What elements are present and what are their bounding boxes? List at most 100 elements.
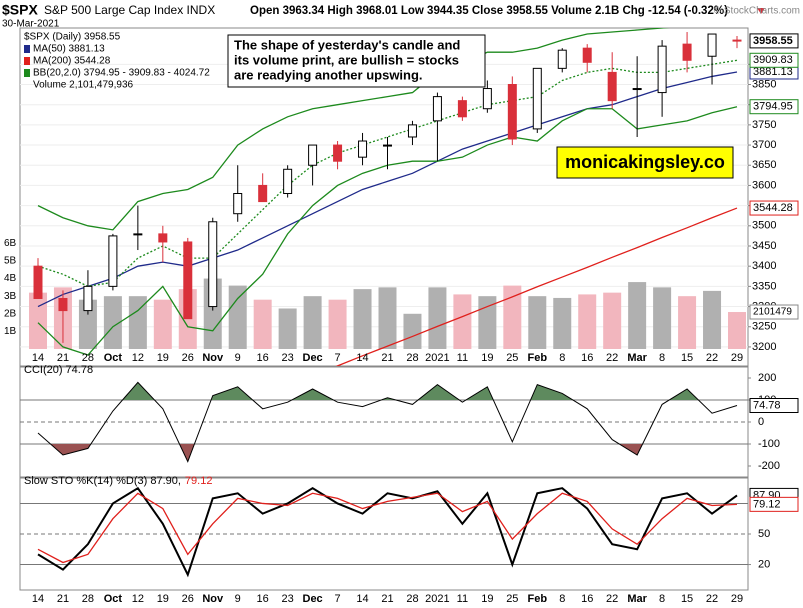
x-tick-label: 29	[731, 352, 743, 364]
legend-entry: Volume 2,101,479,936	[33, 80, 134, 91]
y-tick-label: 3450	[752, 240, 776, 252]
tag-box	[749, 200, 799, 216]
volume-bar	[403, 313, 422, 349]
value-tag: 3958.55	[753, 35, 793, 47]
x-tick-label: 22	[606, 593, 618, 605]
panel-title-text: CCI(20) 74.78	[24, 364, 93, 376]
x-tick-label: 28	[82, 352, 94, 364]
candle-body	[358, 140, 368, 158]
price-panel	[19, 27, 749, 367]
x-tick-label: 2021	[425, 352, 449, 364]
x-tick-label: 28	[406, 593, 418, 605]
x-tick-label: 11	[457, 352, 468, 364]
volume-bar	[428, 287, 447, 349]
tag-box	[749, 398, 799, 413]
y-tick-label: 3700	[752, 139, 776, 151]
x-tick-label: Dec	[303, 352, 323, 364]
date: 30-Mar-2021	[2, 19, 60, 30]
x-tick-label: 9	[235, 352, 241, 364]
x-tick-label: 21	[381, 352, 393, 364]
y-tick-label: -200	[758, 460, 780, 472]
legend-entry: MA(200) 3544.28	[33, 56, 111, 67]
x-tick-label: Dec	[303, 593, 323, 605]
panel-title-text: 79.12	[185, 475, 213, 487]
annotation-text: its volume print, are bullish = stocks	[234, 52, 459, 67]
candle-body	[532, 67, 542, 130]
value-tag: 74.78	[753, 399, 781, 411]
x-tick-label: 11	[457, 593, 468, 605]
x-tick-label: 25	[506, 593, 518, 605]
candle-body	[58, 297, 68, 312]
candle-body	[208, 221, 218, 308]
candle-body	[507, 84, 517, 140]
volume-bar	[653, 287, 672, 349]
candle-body	[457, 100, 467, 118]
overlay: 14 14 21 21 28 28 Oct Oct 12 12 19 19 26 26 Nov Nov 9 9 16…	[4, 32, 799, 605]
volume-bar	[128, 296, 147, 349]
indicator-line	[37, 381, 738, 463]
candle-body	[482, 88, 492, 110]
y-tick-label: 200	[758, 372, 776, 384]
panel-title: Slow STO %K(14) %D(3) 87.90, 79.12	[24, 475, 212, 487]
candle-body	[682, 43, 692, 61]
x-tick-label: 16	[581, 352, 593, 364]
volume-bar	[628, 282, 647, 349]
candle-body	[283, 168, 293, 195]
x-tick-label: 28	[82, 593, 94, 605]
x-tick-label: 23	[282, 352, 294, 364]
down-arrow	[757, 8, 765, 14]
volume-bar	[153, 299, 172, 349]
value-tag: 3794.95	[753, 101, 793, 113]
y-tick-label: 50	[758, 528, 770, 540]
candle-body	[183, 241, 193, 320]
tag-box	[749, 52, 799, 68]
x-tick-label: 8	[559, 352, 565, 364]
volume-bar	[253, 299, 272, 349]
x-tick-label: 12	[132, 593, 144, 605]
y-tick-label: 3500	[752, 220, 776, 232]
x-tick-label: Nov	[202, 352, 224, 364]
x-tick-label: 21	[57, 593, 69, 605]
volume-tick-label: 1B	[4, 326, 17, 337]
x-tick-label: 21	[57, 352, 69, 364]
indicator-line	[37, 486, 738, 578]
volume-bar	[378, 287, 397, 349]
volume-bar	[528, 296, 547, 349]
candle-body	[732, 39, 742, 42]
x-tick-label: 14	[356, 593, 368, 605]
volume-bar	[553, 297, 572, 349]
candle-body	[432, 96, 442, 122]
x-tick-label: 7	[335, 352, 341, 364]
volume-bar	[678, 296, 697, 349]
subtitle: S&P 500 Large Cap Index INDX	[44, 3, 215, 17]
candle-body	[33, 265, 43, 299]
y-tick-label: 3250	[752, 321, 776, 333]
candle-body	[582, 47, 592, 63]
candle-body	[158, 233, 168, 243]
candle-body	[407, 124, 417, 138]
tag-box	[749, 99, 799, 115]
volume-bar	[278, 308, 297, 349]
volume-bar	[103, 296, 122, 349]
x-tick-label: 29	[731, 593, 743, 605]
candle-body	[707, 33, 717, 57]
candle-body	[308, 144, 318, 166]
legend-swatch	[24, 69, 30, 77]
x-tick-label: 22	[706, 352, 718, 364]
x-tick-label: 19	[481, 593, 493, 605]
y-tick-label: 3850	[752, 78, 776, 90]
tag-box	[749, 33, 799, 49]
x-tick-label: Feb	[528, 593, 548, 605]
x-tick-label: 16	[257, 593, 269, 605]
candle-body	[607, 71, 617, 102]
value-tag: 2101479	[753, 307, 792, 318]
copyright: © StockCharts.com	[714, 6, 800, 17]
x-tick-label: Feb	[528, 352, 548, 364]
x-tick-label: Oct	[104, 593, 123, 605]
candle-body	[83, 285, 93, 312]
volume-bar	[78, 299, 97, 349]
volume-bar	[728, 312, 746, 349]
